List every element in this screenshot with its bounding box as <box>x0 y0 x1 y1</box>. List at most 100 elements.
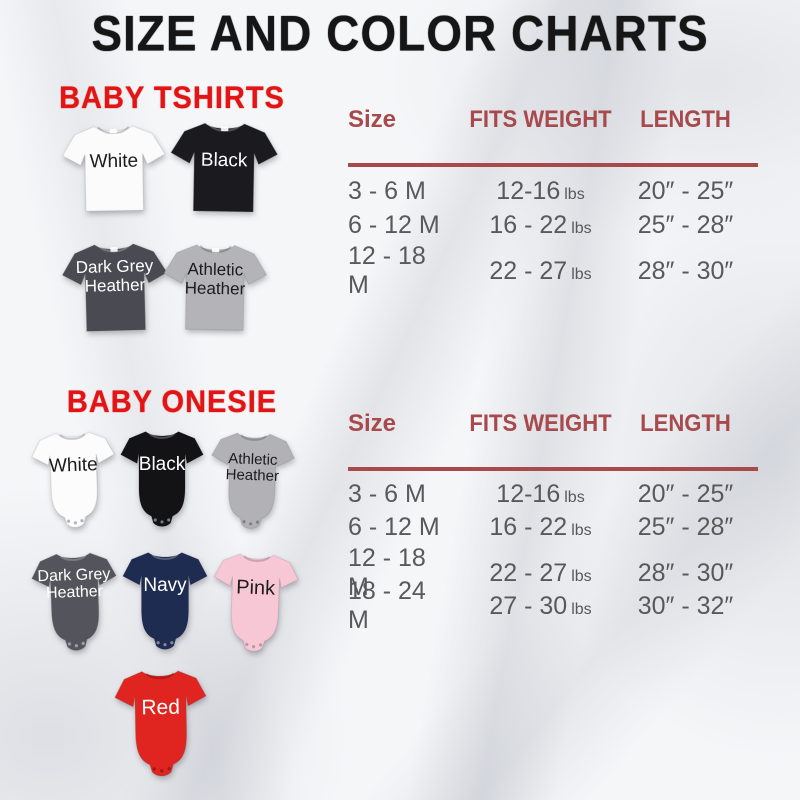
header-length: LENGTH <box>640 106 731 133</box>
weight-value: 22 - 27 <box>489 558 568 587</box>
onesie-icon <box>211 432 295 529</box>
snap-dot <box>152 767 156 771</box>
table-divider <box>348 467 758 471</box>
table-row: 6 - 12 M 16 - 22 lbs 25″ - 28″ <box>348 208 760 242</box>
onesie-shape <box>120 431 204 527</box>
cell-size: 12 - 18 M <box>348 242 426 299</box>
cell-size: 12 - 18 M <box>348 544 426 601</box>
table-row: 12 - 18 M 22 - 27 lbs 28″ - 30″ <box>348 242 760 299</box>
tshirt-black: Black <box>167 110 281 224</box>
cell-size: 3 - 6 M <box>348 480 426 508</box>
neck-tag <box>109 128 117 134</box>
tshirt-shape <box>61 243 168 332</box>
cell-weight: 16 - 22 lbs <box>453 211 628 240</box>
onesie-shape <box>122 552 208 650</box>
tshirt-icon <box>163 244 268 331</box>
collar-line <box>240 434 267 441</box>
cell-size: 6 - 12 M <box>348 513 440 541</box>
weight-unit: lbs <box>571 600 592 618</box>
onesie-icon <box>31 431 115 528</box>
collar-line <box>151 553 179 560</box>
snap-dot <box>153 518 157 522</box>
weight-value: 12-16 <box>496 176 561 205</box>
snap-dot <box>74 644 78 648</box>
tshirt-athletic-heather: Athletic Heather <box>160 228 270 346</box>
tshirt-white: White <box>59 109 169 227</box>
table-row: 3 - 6 M 12-16 lbs 20″ - 25″ <box>348 478 760 511</box>
snap-dot <box>167 766 171 771</box>
onesies-size-table: Size FITS WEIGHT LENGTH 3 - 6 M 12-16 lbs… <box>348 410 760 634</box>
weight-unit: lbs <box>564 489 585 506</box>
snap-dot <box>81 641 85 646</box>
tshirt-shape <box>170 122 279 213</box>
snap-dot <box>67 519 71 523</box>
snap-dot <box>167 518 171 522</box>
header-size: Size <box>348 410 397 437</box>
cell-size: 18 - 24 M <box>348 577 426 634</box>
weight-value: 22 - 27 <box>489 256 568 285</box>
header-length: LENGTH <box>640 410 731 437</box>
onesies-section-heading: BABY ONESIE <box>66 384 278 420</box>
header-fits-weight: FITS WEIGHT <box>469 410 612 437</box>
onesie-black: Black <box>114 419 210 547</box>
snap-dot <box>255 520 259 524</box>
tshirt-icon <box>61 243 168 332</box>
weight-unit: lbs <box>571 522 592 539</box>
table-header-row: Size FITS WEIGHT LENGTH <box>348 410 760 438</box>
snap-dot <box>156 641 160 645</box>
onesie-red: Red <box>107 659 215 797</box>
header-size: Size <box>348 106 397 133</box>
page-title: SIZE AND COLOR CHARTS <box>91 4 709 62</box>
cell-length: 28″ - 30″ <box>637 558 734 587</box>
collar-line <box>59 433 86 440</box>
onesie-shape <box>31 552 117 651</box>
cell-length: 28″ - 30″ <box>637 256 734 285</box>
cell-length: 25″ - 28″ <box>637 210 734 239</box>
table-divider <box>348 163 758 167</box>
snap-dot <box>67 642 72 646</box>
snap-dot <box>252 645 256 649</box>
neck-tag <box>212 247 220 253</box>
tshirt-icon <box>170 122 279 213</box>
onesie-athletic-heather: Athletic Heather <box>202 419 302 550</box>
weight-unit: lbs <box>571 219 592 237</box>
onesie-icon <box>114 670 207 777</box>
tshirt-shape <box>163 244 268 331</box>
cell-size: 3 - 6 M <box>348 176 426 205</box>
cell-weight: 22 - 27 lbs <box>453 559 628 588</box>
table-body: 3 - 6 M 12-16 lbs 20″ - 25″ 6 - 12 M 16 -… <box>348 478 760 634</box>
cell-length: 25″ - 28″ <box>637 513 734 541</box>
table-row: 12 - 18 M 22 - 27 lbs 28″ - 30″ <box>348 544 760 601</box>
snap-dot <box>80 519 84 523</box>
snap-dot <box>73 521 77 525</box>
weight-value: 16 - 22 <box>489 210 568 239</box>
onesie-navy: Navy <box>116 540 214 670</box>
onesie-icon <box>31 552 117 651</box>
cell-weight: 16 - 22 lbs <box>453 513 628 542</box>
neck-tag <box>110 247 118 252</box>
snap-dot <box>170 641 174 645</box>
snap-dot <box>245 642 249 647</box>
header-fits-weight: FITS WEIGHT <box>469 106 612 133</box>
onesie-icon <box>120 431 204 527</box>
tshirts-section-heading: BABY TSHIRTS <box>59 80 285 116</box>
table-row: 18 - 24 M 27 - 30 lbs 30″ - 32″ <box>348 577 760 634</box>
weight-value: 12-16 <box>496 480 561 508</box>
cell-weight: 12-16 lbs <box>453 480 628 509</box>
onesie-white: White <box>24 418 124 549</box>
onesie-shape <box>213 553 299 652</box>
weight-value: 16 - 22 <box>489 513 568 541</box>
weight-unit: lbs <box>571 567 592 585</box>
table-row: 3 - 6 M 12-16 lbs 20″ - 25″ <box>348 174 760 208</box>
onesie-dark-grey-heather: Dark Grey Heather <box>24 539 126 672</box>
collar-line <box>59 554 87 561</box>
onesie-shape <box>211 432 295 529</box>
cell-weight: 22 - 27 lbs <box>453 257 628 286</box>
collar-line <box>148 432 176 439</box>
cell-weight: 12-16 lbs <box>453 177 628 206</box>
onesie-pink: Pink <box>204 540 306 673</box>
collar-line <box>145 672 175 680</box>
cell-length: 30″ - 32″ <box>637 591 734 620</box>
snap-dot <box>242 520 246 524</box>
weight-unit: lbs <box>564 185 585 203</box>
